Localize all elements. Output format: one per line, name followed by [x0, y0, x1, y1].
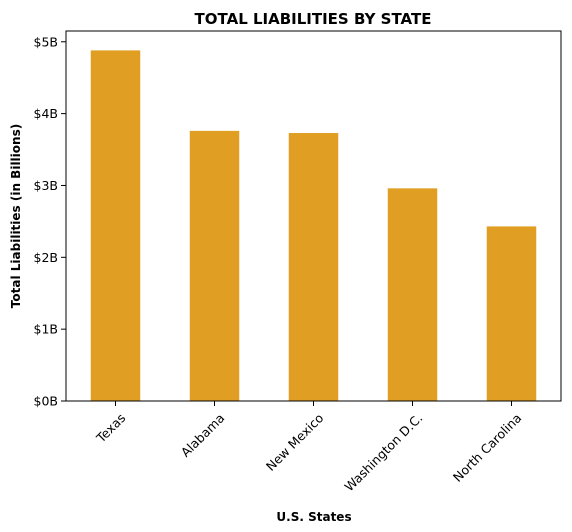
x-tick-label: Alabama	[178, 410, 228, 460]
bars-group	[90, 50, 537, 402]
y-axis: $0B $1B $2B $3B $4B $5B	[34, 34, 66, 409]
x-tick-label: New Mexico	[263, 410, 327, 474]
x-tick-label: Washington D.C.	[341, 410, 425, 494]
x-tick-label: Texas	[93, 410, 129, 446]
y-tick-label: $1B	[34, 322, 58, 337]
y-tick-label: $5B	[34, 34, 58, 49]
bar	[288, 133, 339, 402]
y-tick-label: $0B	[34, 394, 58, 409]
bar	[486, 226, 537, 401]
x-axis-label: U.S. States	[276, 510, 351, 524]
bar	[387, 188, 438, 401]
y-tick-label: $3B	[34, 178, 58, 193]
x-tick-label: North Carolina	[450, 410, 525, 485]
y-tick-label: $4B	[34, 106, 58, 121]
chart-title: TOTAL LIABILITIES BY STATE	[195, 10, 432, 28]
y-axis-label: Total Liabilities (in Billions)	[9, 124, 23, 308]
y-tick-label: $2B	[34, 250, 58, 265]
bar	[90, 50, 141, 401]
bar	[189, 130, 240, 401]
plot-frame	[65, 30, 562, 402]
x-axis: Texas Alabama New Mexico Washington D.C. Nor…	[93, 401, 525, 494]
